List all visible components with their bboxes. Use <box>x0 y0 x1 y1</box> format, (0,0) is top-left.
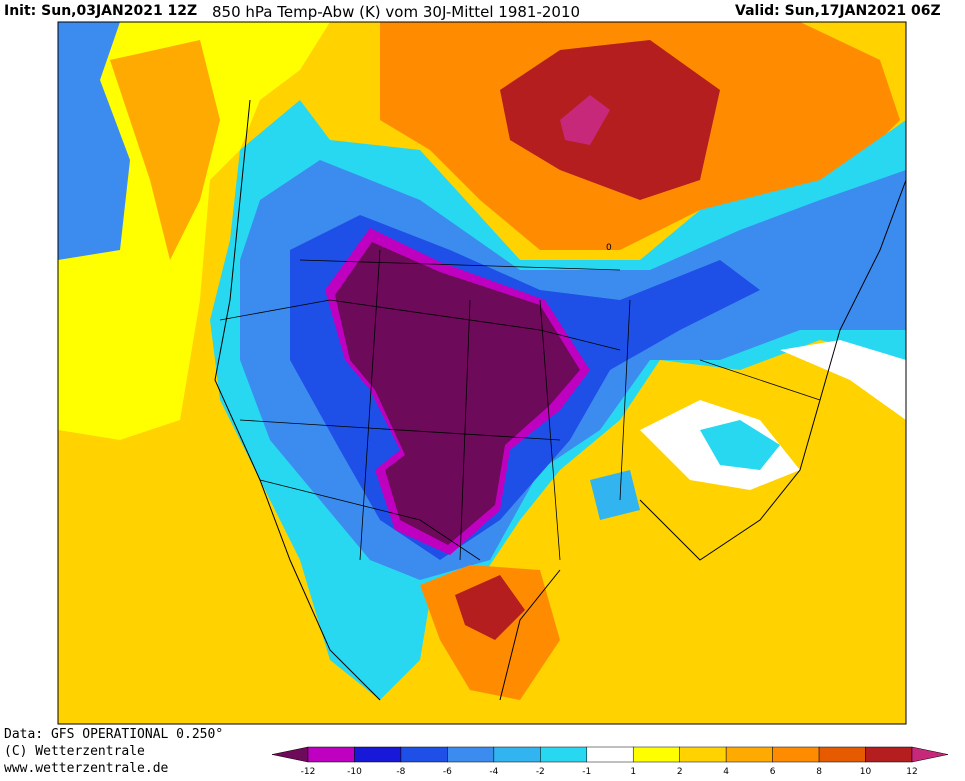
warm-area <box>110 40 220 260</box>
data-source: Data: GFS OPERATIONAL 0.250° <box>4 727 224 742</box>
colorbar-tick-label: 6 <box>770 767 776 777</box>
colorbar-box <box>679 746 727 763</box>
cold-area <box>590 470 640 520</box>
colorbar-arrow <box>911 746 949 763</box>
colorbar-box <box>493 746 541 763</box>
colorbar-tick-label: -10 <box>347 767 362 777</box>
colorbar-tick-label: 1 <box>630 767 636 777</box>
colorbar-box <box>725 746 773 763</box>
colorbar-box <box>772 746 820 763</box>
colorbar-tick-label: 4 <box>723 767 729 777</box>
warm-core <box>560 95 610 145</box>
colorbar-tick-label: 10 <box>860 767 872 777</box>
copyright: (C) Wetterzentrale <box>4 744 145 759</box>
coastline <box>214 99 907 701</box>
colorbar-tick-label: 8 <box>816 767 822 777</box>
borders <box>219 249 821 561</box>
neutral-area <box>780 340 906 420</box>
warm-area <box>58 22 330 440</box>
colorbar: -12 -10 -8 -6 -4 -2 -1 1 2 4 6 8 10 12 <box>271 746 949 777</box>
colorbar-box <box>400 746 448 763</box>
colorbar-tick-label: -12 <box>301 767 316 777</box>
colorbar-box <box>307 746 355 763</box>
colorbar-tick-label: -2 <box>536 767 545 777</box>
colorbar-tick-label: -8 <box>396 767 405 777</box>
colorbar-tick-label: 12 <box>906 767 917 777</box>
colorbar-tick-label: -6 <box>443 767 452 777</box>
website: www.wetterzentrale.de <box>4 761 169 776</box>
warm-core <box>500 40 720 200</box>
colorbar-box <box>818 746 866 763</box>
colorbar-arrow <box>271 746 309 763</box>
colorbar-box <box>354 746 402 763</box>
cold-core <box>335 242 580 545</box>
warm-core <box>455 575 525 640</box>
colorbar-box <box>865 746 913 763</box>
map-title: 850 hPa Temp-Abw (K) vom 30J-Mittel 1981… <box>212 3 581 21</box>
colorbar-tick-label: -4 <box>489 767 498 777</box>
colorbar-box <box>586 746 634 763</box>
cold-area <box>700 420 780 470</box>
colorbar-box <box>540 746 588 763</box>
colorbar-box <box>447 746 495 763</box>
valid-time: Valid: Sun,17JAN2021 06Z <box>735 3 941 19</box>
cold-area <box>58 22 130 260</box>
colorbar-tick-label: 2 <box>677 767 683 777</box>
colorbar-box <box>632 746 680 763</box>
colorbar-tick-label: -1 <box>582 767 591 777</box>
init-time: Init: Sun,03JAN2021 12Z <box>4 3 198 19</box>
contour-label: 0 <box>606 243 612 253</box>
map-frame <box>57 21 907 725</box>
